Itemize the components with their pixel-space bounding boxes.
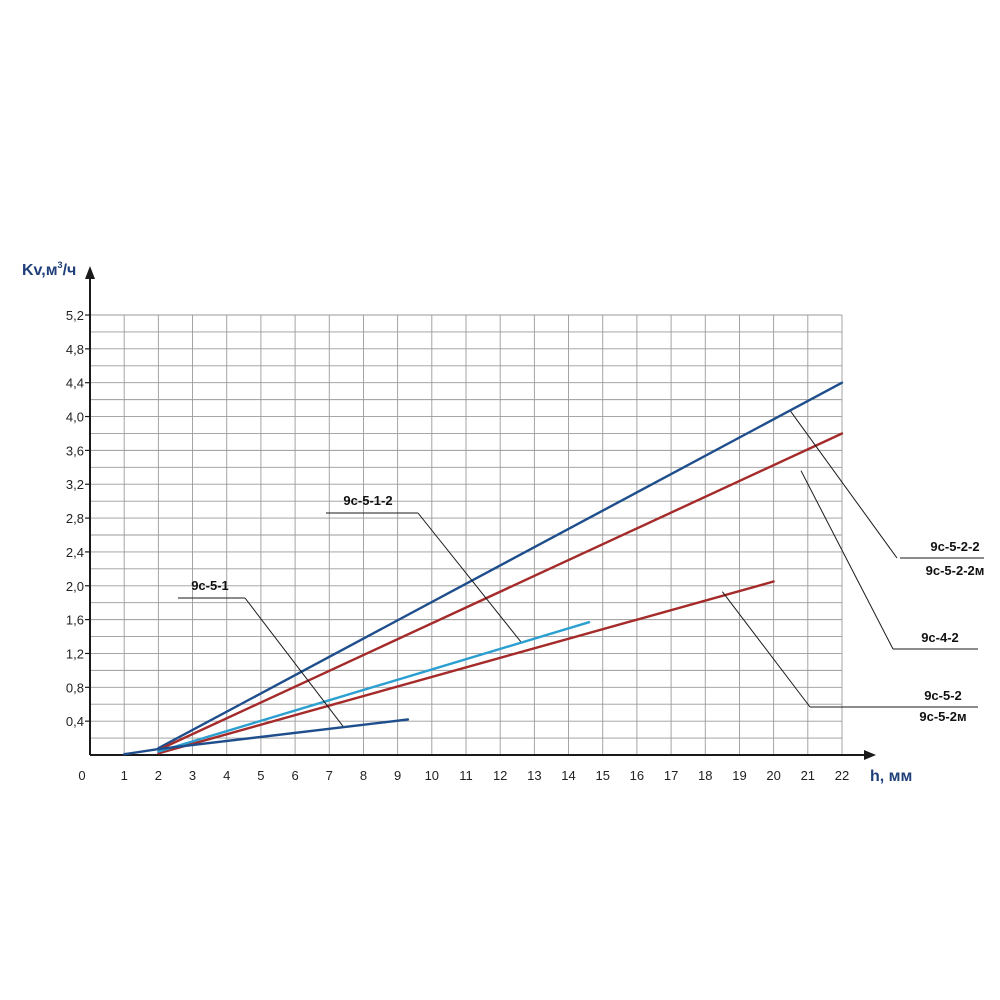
y-tick-label: 1,6 bbox=[66, 613, 84, 628]
callouts: 9с-5-1 9с-5-1-2 9с-5-2-2 9с-5-2-2м 9с-4-2 9с-… bbox=[178, 411, 985, 727]
x-tick-label: 16 bbox=[630, 768, 644, 783]
y-axis-arrow bbox=[85, 266, 95, 279]
y-tick-label: 1,2 bbox=[66, 646, 84, 661]
x-tick-label: 14 bbox=[561, 768, 575, 783]
x-tick-label: 12 bbox=[493, 768, 507, 783]
y-axis-title-tail: /ч bbox=[63, 262, 77, 279]
y-tick-label: 3,2 bbox=[66, 477, 84, 492]
y-tick-label: 4,0 bbox=[66, 410, 84, 425]
series-lines bbox=[122, 381, 844, 756]
x-tick-label: 4 bbox=[223, 768, 230, 783]
x-axis-title: h, мм bbox=[870, 768, 912, 785]
callout-label: 9с-5-1-2 bbox=[343, 493, 392, 508]
y-tick-label: 2,4 bbox=[66, 545, 84, 560]
callout-leader bbox=[721, 591, 811, 708]
callout-leader bbox=[417, 512, 522, 642]
x-tick-label: 13 bbox=[527, 768, 541, 783]
x-tick-label: 6 bbox=[291, 768, 298, 783]
series-line-5 bbox=[122, 718, 410, 756]
x-tick-label: 2 bbox=[155, 768, 162, 783]
y-tick-labels: 0,4 0,8 1,2 1,6 2,0 2,4 2,8 3,2 3,6 4,0 4,4 4,8 5,2 bbox=[66, 308, 84, 729]
y-axis-title-sup: 3 bbox=[58, 260, 63, 270]
y-tick-label: 4,4 bbox=[66, 376, 84, 391]
x-tick-label: 21 bbox=[801, 768, 815, 783]
callout-label: 9с-4-2 bbox=[921, 630, 959, 645]
x-tick-label: 5 bbox=[257, 768, 264, 783]
x-tick-label: 20 bbox=[766, 768, 780, 783]
callout-label: 9с-5-2 bbox=[924, 688, 962, 703]
x-tick-label: 18 bbox=[698, 768, 712, 783]
x-tick-label: 9 bbox=[394, 768, 401, 783]
series-line-1 bbox=[157, 381, 844, 750]
x-tick-label: 11 bbox=[459, 768, 473, 783]
axes bbox=[85, 266, 876, 760]
x-tick-label: 19 bbox=[732, 768, 746, 783]
x-tick-label: 3 bbox=[189, 768, 196, 783]
y-axis-title: Kv,м3/ч bbox=[22, 260, 76, 279]
x-tick-label: 8 bbox=[360, 768, 367, 783]
x-tick-labels: 0 1 2 3 4 5 6 7 8 9 10 11 12 13 14 15 16 17 18 19 20 21 22 bbox=[78, 768, 849, 783]
callout-label: 9с-5-1 bbox=[191, 578, 229, 593]
y-tick-label: 2,0 bbox=[66, 579, 84, 594]
y-tick-label: 0,8 bbox=[66, 680, 84, 695]
x-tick-label: 0 bbox=[78, 768, 85, 783]
y-axis-title-main: Kv,м bbox=[22, 262, 58, 279]
y-tick-label: 2,8 bbox=[66, 511, 84, 526]
x-tick-label: 10 bbox=[425, 768, 439, 783]
y-tick-label: 0,4 bbox=[66, 714, 84, 729]
x-tick-label: 22 bbox=[835, 768, 849, 783]
series-line-4 bbox=[157, 621, 591, 753]
callout-leader bbox=[244, 597, 344, 727]
series-line-3 bbox=[157, 580, 775, 755]
x-tick-label: 7 bbox=[326, 768, 333, 783]
series-line-2 bbox=[157, 432, 844, 752]
x-tick-label: 17 bbox=[664, 768, 678, 783]
x-axis-arrow bbox=[864, 750, 876, 760]
x-tick-label: 1 bbox=[121, 768, 128, 783]
callout-label: 9с-5-2м bbox=[919, 709, 966, 724]
callout-label: 9с-5-2-2м bbox=[926, 563, 985, 578]
callout-label: 9с-5-2-2 bbox=[930, 539, 979, 554]
y-tick-label: 3,6 bbox=[66, 443, 84, 458]
callout-leader bbox=[790, 411, 898, 559]
y-tick-label: 4,8 bbox=[66, 342, 84, 357]
y-tick-label: 5,2 bbox=[66, 308, 84, 323]
grid bbox=[85, 314, 843, 755]
x-tick-label: 15 bbox=[595, 768, 609, 783]
callout-leader bbox=[800, 470, 894, 650]
